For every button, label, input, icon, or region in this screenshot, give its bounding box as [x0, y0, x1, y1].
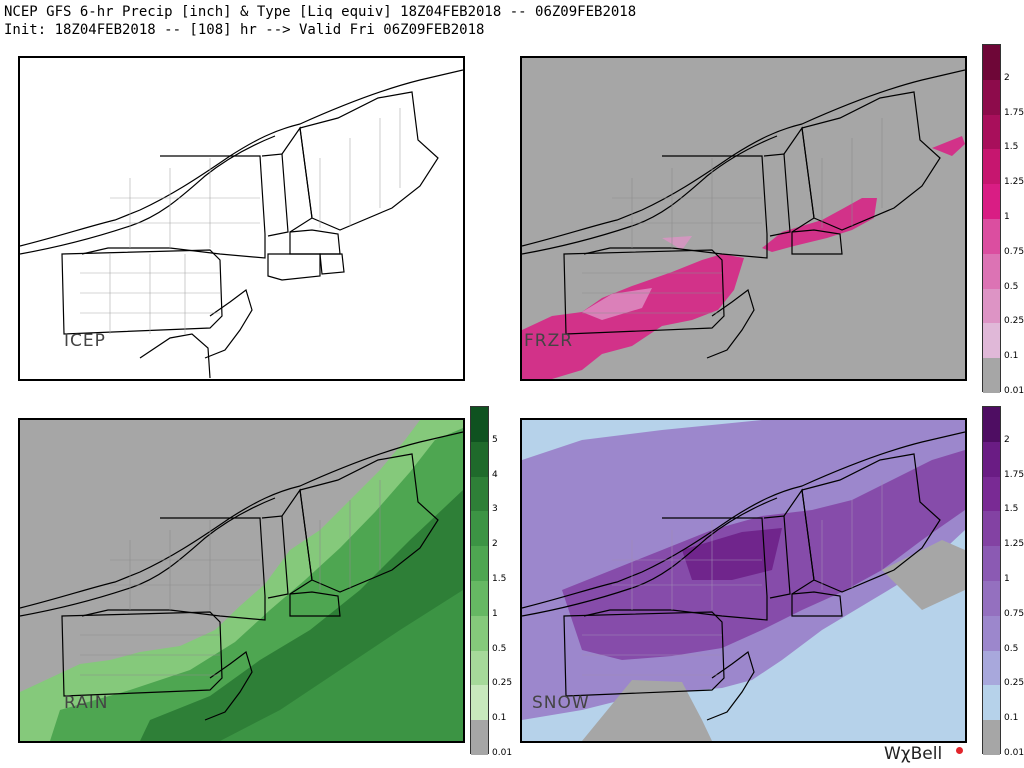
rain-colorbar-label: 0.5	[492, 643, 507, 654]
rain-colorbar-label: 0.25	[492, 678, 513, 689]
snow-colorbar-segment	[983, 720, 1000, 755]
rain-colorbar-segment	[471, 720, 488, 755]
icep-panel-label: ICEP	[64, 331, 106, 351]
map-title-line2: Init: 18Z04FEB2018 -- [108] hr --> Valid…	[4, 22, 485, 38]
frzr-colorbar-segment	[983, 45, 1000, 80]
frzr-panel-label: FRZR	[524, 331, 574, 351]
frzr-colorbar-segment	[983, 184, 1000, 219]
frzr-colorbar-label: 0.25	[1004, 316, 1024, 327]
frzr-colorbar-label: 0.5	[1004, 281, 1019, 292]
rain-colorbar-segment	[471, 580, 488, 616]
rain-map-panel: RAIN	[18, 418, 465, 743]
frzr-colorbar-label: 1.75	[1004, 107, 1024, 118]
rain-colorbar-label: 0.01	[492, 748, 513, 758]
frzr-colorbar-segment	[983, 149, 1000, 185]
snow-colorbar-label: 0.5	[1004, 643, 1019, 654]
rain-colorbar-label: 3	[492, 504, 498, 515]
frzr-colorbar-label: 0.1	[1004, 351, 1019, 362]
snow-colorbar-segment	[983, 511, 1000, 547]
rain-colorbar-label: 2	[492, 539, 498, 550]
frzr-colorbar-segment	[983, 79, 1000, 115]
frzr-colorbar-label: 1	[1004, 212, 1010, 222]
rain-colorbar-segment	[471, 511, 488, 547]
rain-colorbar-label: 1	[492, 608, 498, 619]
snow-colorbar-segment	[983, 476, 1000, 512]
rain-colorbar-label: 5	[492, 434, 498, 445]
snow-colorbar-label: 0.01	[1004, 748, 1024, 758]
snow-colorbar-segment	[983, 546, 1000, 581]
rain-colorbar-label: 0.1	[492, 713, 507, 724]
snow-colorbar-label: 1	[1004, 574, 1010, 584]
rain-colorbar-segment	[471, 407, 488, 442]
frzr-colorbar-label: 2	[1004, 72, 1010, 83]
rain-colorbar-label: 4	[492, 469, 498, 480]
rain-colorbar	[470, 406, 489, 755]
snow-panel-label: SNOW	[532, 693, 590, 713]
brand-logo: WχBell	[884, 744, 943, 764]
frzr-colorbar-segment	[983, 218, 1000, 254]
snow-colorbar-label: 0.25	[1004, 678, 1024, 689]
snow-map-panel: SNOW	[520, 418, 967, 743]
snow-background-patch	[582, 680, 712, 741]
snow-colorbar	[982, 406, 1001, 755]
frzr-colorbar-label: 1.5	[1004, 142, 1019, 153]
rain-colorbar-segment	[471, 685, 488, 721]
frzr-map-panel: FRZR	[520, 56, 967, 381]
snow-colorbar-label: 1.25	[1004, 539, 1024, 550]
frzr-precip-areas	[522, 136, 965, 379]
icep-background	[20, 58, 463, 379]
snow-colorbar-segment	[983, 441, 1000, 477]
rain-colorbar-segment	[471, 546, 488, 581]
icep-map-panel: ICEP	[18, 56, 465, 381]
map-title-line1: NCEP GFS 6-hr Precip [inch] & Type [Liq …	[4, 4, 637, 20]
snow-colorbar-segment	[983, 615, 1000, 651]
frzr-colorbar-segment	[983, 323, 1000, 359]
frzr-colorbar	[982, 44, 1001, 393]
rain-colorbar-segment	[471, 650, 488, 686]
snow-colorbar-segment	[983, 580, 1000, 616]
snow-colorbar-segment	[983, 650, 1000, 686]
rain-colorbar-segment	[471, 615, 488, 651]
brand-logo-dot-icon	[956, 747, 963, 754]
snow-colorbar-label: 1.75	[1004, 469, 1024, 480]
snow-colorbar-segment	[983, 407, 1000, 442]
rain-colorbar-segment	[471, 476, 488, 512]
snow-colorbar-segment	[983, 685, 1000, 721]
frzr-colorbar-label: 0.01	[1004, 386, 1024, 396]
snow-colorbar-label: 0.75	[1004, 608, 1024, 619]
frzr-colorbar-segment	[983, 288, 1000, 324]
frzr-colorbar-segment	[983, 253, 1000, 289]
rain-colorbar-label: 1.5	[492, 574, 507, 584]
rain-panel-label: RAIN	[64, 693, 109, 713]
frzr-colorbar-label: 1.25	[1004, 177, 1024, 188]
snow-colorbar-label: 2	[1004, 434, 1010, 445]
rain-colorbar-segment	[471, 441, 488, 477]
snow-colorbar-label: 1.5	[1004, 504, 1019, 515]
frzr-colorbar-segment	[983, 358, 1000, 393]
frzr-colorbar-label: 0.75	[1004, 246, 1024, 257]
snow-colorbar-label: 0.1	[1004, 713, 1019, 724]
frzr-colorbar-segment	[983, 114, 1000, 150]
